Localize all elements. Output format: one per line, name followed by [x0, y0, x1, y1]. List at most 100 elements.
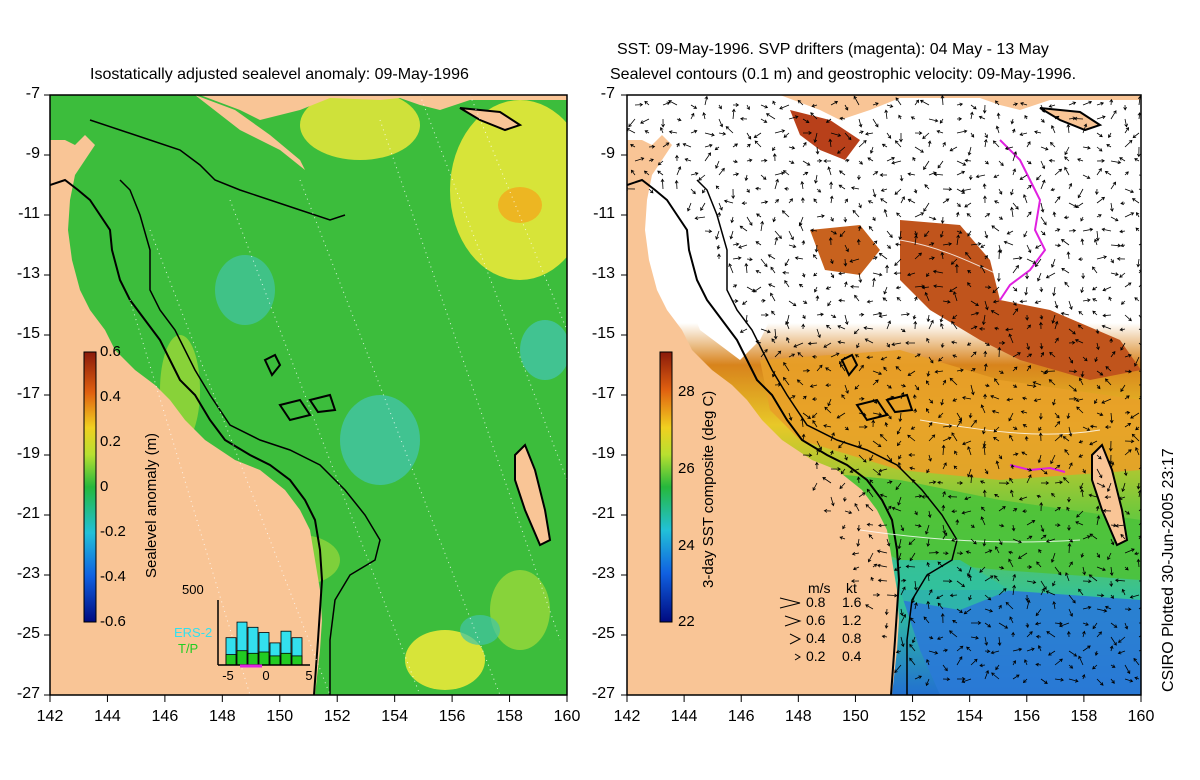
- speed-kt-value: 0.8: [842, 630, 862, 646]
- velocity-arrow: [942, 198, 950, 204]
- y-tick-label: -11: [593, 205, 615, 222]
- velocity-arrow: [1040, 160, 1046, 170]
- velocity-arrow: [853, 328, 860, 335]
- velocity-arrow: [1080, 552, 1085, 558]
- velocity-arrow: [640, 118, 650, 124]
- velocity-arrow: [813, 198, 818, 204]
- velocity-arrow: [816, 158, 823, 163]
- velocity-arrow: [1026, 647, 1035, 652]
- velocity-arrow: [970, 104, 977, 110]
- velocity-arrow: [1068, 182, 1073, 190]
- velocity-arrow: [825, 286, 832, 290]
- speed-ms-value: 0.4: [806, 630, 826, 646]
- velocity-arrow: [955, 211, 960, 218]
- velocity-arrow: [1096, 132, 1103, 138]
- velocity-arrow: [928, 589, 933, 596]
- velocity-arrow: [816, 328, 821, 339]
- velocity-arrow: [1108, 440, 1113, 452]
- y-tick-label: -15: [16, 325, 40, 342]
- velocity-arrow: [872, 468, 881, 476]
- velocity-arrow: [744, 314, 749, 324]
- velocity-arrow: [771, 310, 776, 316]
- x-tick-label: 154: [956, 708, 984, 725]
- velocity-arrow: [1096, 101, 1105, 106]
- velocity-arrow: [1116, 256, 1126, 261]
- velocity-arrow: [1078, 257, 1084, 262]
- velocity-arrow: [1068, 594, 1076, 604]
- velocity-arrow: [928, 398, 934, 404]
- speed-ms-value: 0.8: [806, 594, 826, 610]
- x-tick-label: 158: [496, 708, 523, 725]
- velocity-arrow: [951, 340, 958, 345]
- velocity-arrow: [886, 342, 890, 348]
- velocity-arrow: [1096, 631, 1103, 638]
- velocity-arrow: [659, 126, 664, 134]
- velocity-arrow: [933, 172, 944, 177]
- velocity-arrow: [810, 228, 818, 233]
- velocity-arrow: [815, 461, 819, 470]
- velocity-arrow: [732, 284, 738, 288]
- velocity-arrow: [984, 254, 988, 260]
- velocity-arrow: [869, 479, 874, 484]
- velocity-arrow: [940, 216, 945, 224]
- velocity-arrow: [1045, 538, 1056, 543]
- velocity-arrow: [718, 202, 723, 211]
- velocity-arrow: [970, 311, 980, 316]
- velocity-arrow: [774, 199, 780, 204]
- geostrophic-velocity-arrows: [627, 95, 1141, 687]
- velocity-arrow: [802, 131, 812, 135]
- velocity-arrow: [1117, 650, 1126, 655]
- velocity-arrow: [783, 132, 790, 138]
- velocity-arrow: [788, 230, 794, 241]
- velocity-arrow: [870, 576, 875, 582]
- sealevel-colorbar-label: Sealevel anomaly (m): [143, 432, 160, 578]
- velocity-arrow: [1066, 630, 1071, 638]
- velocity-arrow: [993, 436, 1000, 442]
- velocity-arrow: [1026, 258, 1037, 264]
- velocity-arrow: [1092, 286, 1098, 291]
- inset-ymax-label: 500: [182, 582, 204, 597]
- velocity-arrow: [1134, 297, 1140, 302]
- velocity-arrow: [872, 256, 878, 260]
- velocity-arrow: [739, 225, 748, 232]
- velocity-arrow: [1109, 580, 1114, 587]
- velocity-arrow: [898, 230, 903, 241]
- colorbar-tick-label: 26: [678, 460, 695, 477]
- velocity-arrow: [844, 426, 849, 431]
- velocity-arrow: [858, 130, 864, 134]
- velocity-arrow: [815, 146, 820, 155]
- velocity-arrow: [829, 195, 834, 204]
- velocity-arrow: [909, 552, 916, 562]
- velocity-arrow: [1124, 353, 1132, 358]
- velocity-arrow: [964, 158, 972, 163]
- velocity-arrow: [830, 216, 834, 222]
- velocity-arrow: [961, 678, 972, 684]
- velocity-arrow: [788, 115, 799, 120]
- velocity-arrow: [1133, 657, 1140, 666]
- velocity-arrow: [914, 524, 922, 528]
- velocity-arrow: [1082, 645, 1091, 652]
- velocity-arrow: [942, 579, 953, 584]
- velocity-arrow: [1010, 188, 1014, 196]
- velocity-arrow: [1123, 468, 1128, 477]
- velocity-arrow: [1136, 211, 1140, 218]
- velocity-arrow: [1078, 439, 1084, 444]
- velocity-arrow: [984, 285, 992, 290]
- velocity-arrow: [1008, 412, 1014, 422]
- velocity-arrow: [1080, 286, 1084, 294]
- velocity-arrow: [1038, 426, 1042, 432]
- velocity-arrow: [788, 300, 797, 307]
- velocity-arrow: [830, 314, 837, 318]
- velocity-arrow: [816, 188, 822, 193]
- velocity-arrow: [842, 524, 846, 530]
- velocity-arrow: [830, 352, 840, 358]
- velocity-arrow: [1034, 621, 1042, 626]
- velocity-arrow: [788, 412, 793, 421]
- velocity-arrow: [1138, 328, 1141, 332]
- coastline-right: [627, 178, 901, 695]
- velocity-arrow: [925, 678, 930, 687]
- velocity-arrow: [1134, 158, 1140, 162]
- velocity-arrow: [1012, 538, 1022, 544]
- velocity-arrow: [704, 143, 713, 148]
- velocity-arrow: [909, 657, 916, 666]
